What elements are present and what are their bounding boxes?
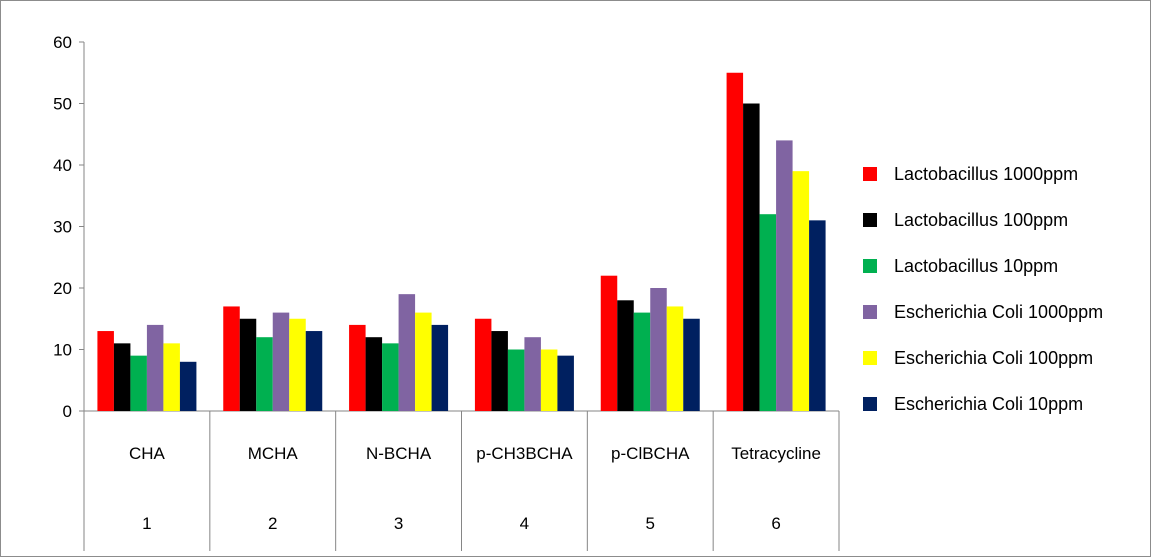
bar bbox=[289, 318, 306, 411]
y-tick-label: 20 bbox=[53, 279, 72, 298]
x-category-label: Tetracycline bbox=[731, 444, 821, 463]
bar bbox=[223, 306, 240, 411]
bar bbox=[130, 355, 147, 411]
y-tick-label: 30 bbox=[53, 218, 72, 237]
bar bbox=[507, 349, 525, 411]
legend-swatch bbox=[863, 259, 877, 273]
bar bbox=[474, 318, 492, 411]
bar bbox=[239, 318, 257, 411]
x-category-label: p-ClBCHA bbox=[611, 444, 690, 463]
bar bbox=[305, 331, 323, 411]
bar bbox=[524, 337, 541, 411]
y-tick-label: 50 bbox=[53, 95, 72, 114]
x-category-number: 1 bbox=[142, 514, 151, 533]
x-category-number: 5 bbox=[646, 514, 655, 533]
x-category-number: 2 bbox=[268, 514, 277, 533]
bar bbox=[683, 318, 700, 411]
bar bbox=[365, 337, 383, 411]
legend-label: Escherichia Coli 10ppm bbox=[894, 394, 1083, 414]
bar bbox=[256, 337, 273, 411]
bar bbox=[617, 300, 634, 411]
legend-label: Escherichia Coli 1000ppm bbox=[894, 302, 1103, 322]
x-category-number: 3 bbox=[394, 514, 403, 533]
bar bbox=[431, 324, 449, 411]
bar bbox=[382, 343, 399, 411]
bar bbox=[163, 343, 180, 411]
bar bbox=[398, 294, 416, 411]
legend-label: Lactobacillus 1000ppm bbox=[894, 164, 1078, 184]
legend-swatch bbox=[863, 397, 877, 411]
legend-label: Escherichia Coli 100ppm bbox=[894, 348, 1093, 368]
bar bbox=[349, 324, 366, 411]
legend: Lactobacillus 1000ppm Lactobacillus 100pp… bbox=[863, 164, 1103, 414]
y-axis: 0 10 20 30 40 50 60 bbox=[53, 33, 85, 421]
x-category-label: CHA bbox=[129, 444, 166, 463]
bar bbox=[666, 306, 684, 411]
y-tick-label: 10 bbox=[53, 341, 72, 360]
legend-swatch bbox=[863, 305, 877, 319]
bar bbox=[776, 140, 793, 411]
x-category-label: p-CH3BCHA bbox=[476, 444, 573, 463]
bar bbox=[179, 361, 197, 411]
bar bbox=[491, 331, 508, 411]
y-tick-label: 0 bbox=[63, 402, 72, 421]
bar bbox=[650, 288, 667, 411]
bar bbox=[146, 324, 164, 411]
bar bbox=[809, 220, 826, 411]
bar bbox=[792, 171, 810, 411]
legend-swatch bbox=[863, 167, 877, 181]
bar bbox=[272, 312, 290, 411]
bar bbox=[557, 355, 574, 411]
legend-label: Lactobacillus 10ppm bbox=[894, 256, 1058, 276]
legend-label: Lactobacillus 100ppm bbox=[894, 210, 1068, 230]
x-axis: CHA 1 MCHA 2 N-BCHA 3 p-CH3BCHA 4 p-ClBCHA 5 Tetra… bbox=[83, 410, 840, 551]
x-category-number: 6 bbox=[771, 514, 780, 533]
bar bbox=[726, 72, 744, 411]
bar bbox=[633, 312, 651, 411]
bar bbox=[600, 275, 618, 411]
legend-swatch bbox=[863, 351, 877, 365]
bar bbox=[540, 349, 558, 411]
x-category-label: N-BCHA bbox=[366, 444, 432, 463]
y-tick-label: 40 bbox=[53, 156, 72, 175]
bars bbox=[97, 72, 826, 411]
bar bbox=[113, 343, 131, 411]
legend-swatch bbox=[863, 213, 877, 227]
bar bbox=[743, 103, 760, 411]
bar bbox=[415, 312, 432, 411]
bar bbox=[759, 214, 777, 411]
bar bbox=[97, 331, 114, 411]
y-tick-label: 60 bbox=[53, 33, 72, 52]
x-category-number: 4 bbox=[520, 514, 529, 533]
x-category-label: MCHA bbox=[248, 444, 299, 463]
